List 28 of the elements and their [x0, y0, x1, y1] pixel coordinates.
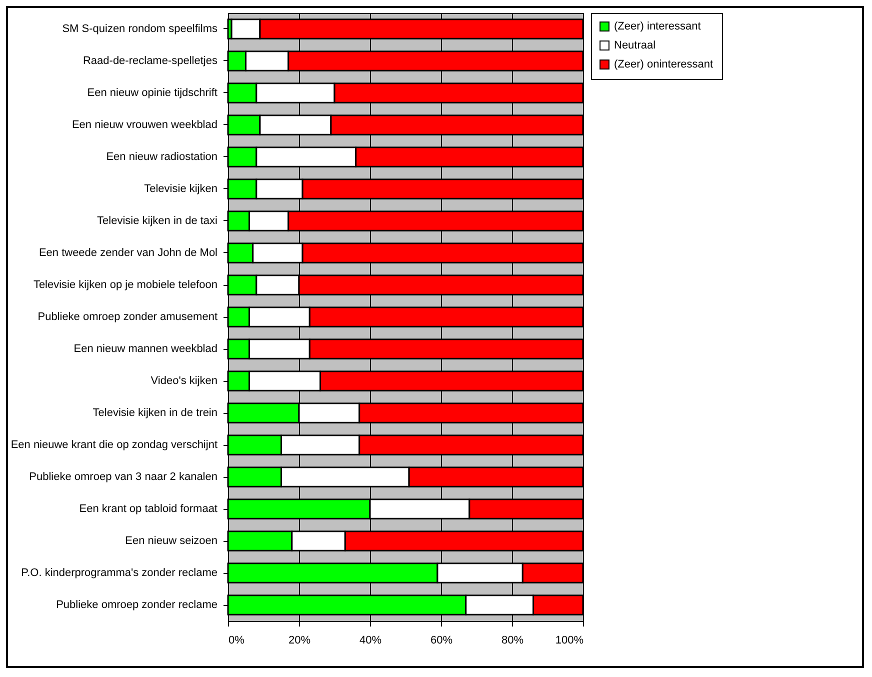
- y-tick-label: Publieke omroep zonder amusement: [38, 311, 218, 323]
- y-tick-label: Publieke omroep van 3 naar 2 kanalen: [29, 471, 218, 483]
- y-tick-label: Een nieuw seizoen: [125, 535, 218, 547]
- legend-label: Neutraal: [614, 40, 656, 52]
- y-tick-label: SM S-quizen rondom speelfilms: [62, 23, 218, 35]
- y-tick-label: Raad-de-reclame-spelletjes: [82, 55, 218, 67]
- x-tick-label: 80%: [501, 634, 524, 646]
- x-tick-label: 20%: [288, 634, 311, 646]
- y-tick-label: Een nieuw mannen weekblad: [74, 343, 218, 355]
- y-tick-label: Een nieuw opinie tijdschrift: [87, 87, 218, 99]
- x-tick-label: 0%: [228, 634, 245, 646]
- y-tick-label: Een nieuwe krant die op zondag verschijnt: [10, 439, 218, 451]
- y-tick-label: Een krant op tabloid formaat: [79, 503, 218, 515]
- y-tick-label: Televisie kijken in de taxi: [97, 215, 218, 227]
- x-tick-label: 100%: [555, 634, 584, 646]
- y-tick-label: Televisie kijken in de trein: [92, 407, 218, 419]
- x-tick-label: 40%: [359, 634, 382, 646]
- y-tick-label: Publieke omroep zonder reclame: [56, 599, 218, 611]
- y-tick-label: Een tweede zender van John de Mol: [38, 247, 218, 259]
- y-tick-label: Een nieuw vrouwen weekblad: [72, 119, 218, 131]
- x-tick-label: 60%: [430, 634, 453, 646]
- legend-label: (Zeer) oninteressant: [614, 58, 714, 70]
- legend-label: (Zeer) interessant: [614, 20, 701, 32]
- y-tick-label: Televisie kijken op je mobiele telefoon: [33, 279, 218, 291]
- y-tick-label: Een nieuw radiostation: [106, 151, 218, 163]
- y-tick-label: P.O. kinderprogramma's zonder reclame: [21, 567, 218, 579]
- y-tick-label: Televisie kijken: [144, 183, 218, 195]
- y-tick-label: Video's kijken: [150, 375, 218, 387]
